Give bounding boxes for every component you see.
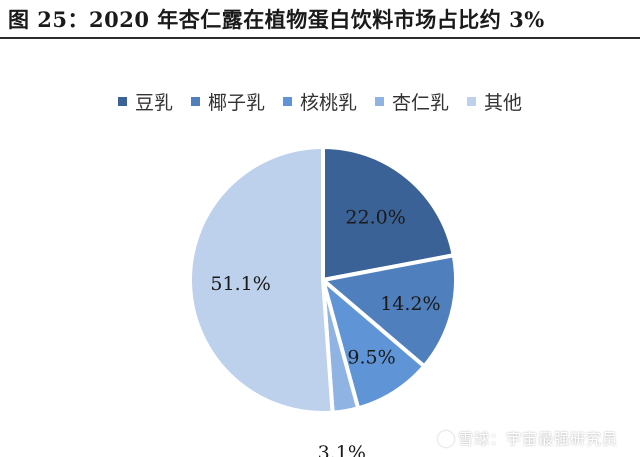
legend-item-almond: 杏仁乳 (375, 88, 449, 115)
legend-swatch-almond (375, 97, 384, 106)
legend-item-soy: 豆乳 (117, 88, 173, 115)
slice-label-walnut: 9.5% (347, 346, 395, 368)
legend-label-coconut: 椰子乳 (207, 92, 265, 114)
legend-item-coconut: 椰子乳 (190, 88, 265, 115)
pie-slice-other (187, 144, 335, 415)
legend-swatch-soy (117, 97, 127, 106)
slice-label-coconut: 14.2% (380, 293, 440, 315)
slice-label-almond: 3.1% (318, 442, 366, 457)
chart-title: 图 25：2020 年杏仁露在植物蛋白饮料市场占比约 3% (8, 7, 545, 32)
watermark: 雪球：宇宙最强研究员 (437, 428, 618, 449)
legend-label-soy: 豆乳 (134, 92, 173, 114)
pie-slice-coconut (318, 252, 458, 370)
legend-item-walnut: 核桃乳 (282, 88, 357, 115)
legend-label-almond: 杏仁乳 (392, 92, 450, 114)
title-divider (0, 37, 640, 39)
legend: 豆乳 椰子乳 核桃乳 杏仁乳 其他 (0, 88, 640, 115)
legend-swatch-coconut (190, 97, 200, 106)
legend-swatch-other (467, 97, 477, 106)
legend-swatch-walnut (282, 97, 292, 106)
watermark-text: 雪球：宇宙最强研究员 (457, 430, 618, 448)
legend-label-other: 其他 (484, 92, 523, 114)
slice-label-soy: 22.0% (345, 206, 405, 228)
pie-slice-soy (321, 144, 457, 283)
legend-item-other: 其他 (467, 88, 522, 115)
slice-label-other: 51.1% (210, 273, 270, 295)
legend-label-walnut: 核桃乳 (299, 92, 357, 114)
snowball-logo-icon (437, 430, 454, 447)
